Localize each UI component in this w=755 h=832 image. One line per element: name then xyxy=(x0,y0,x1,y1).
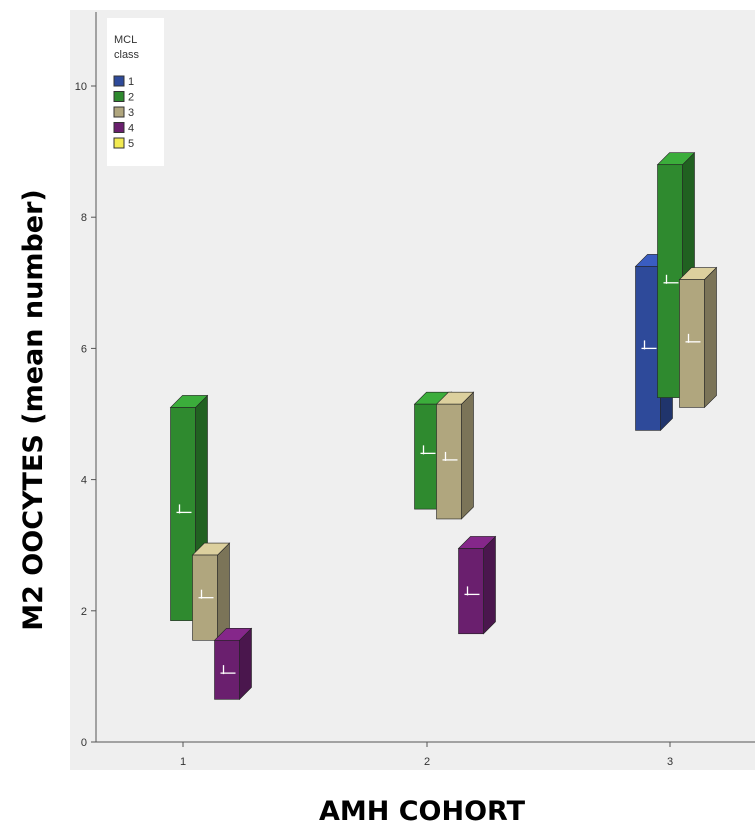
legend-swatch-3 xyxy=(113,106,125,118)
y-tick-label: 8 xyxy=(81,212,87,224)
bar-side-face xyxy=(239,627,252,701)
bar-front-face xyxy=(170,407,196,621)
legend-label-1: 1 xyxy=(128,76,134,88)
bar-side-face xyxy=(217,542,230,642)
y-tick-label: 10 xyxy=(75,81,87,93)
legend-label-3: 3 xyxy=(128,107,134,119)
legend-label-5: 5 xyxy=(128,138,134,150)
error-bar-series-3-cohort-3 xyxy=(678,266,718,409)
error-bar-series-3-cohort-1 xyxy=(191,542,231,642)
legend: MCL class 1 2 3 4 5 xyxy=(107,18,164,166)
legend-label-2: 2 xyxy=(128,92,134,104)
y-tick-label: 6 xyxy=(81,343,87,355)
bar-front-face xyxy=(214,640,240,700)
y-tick-label: 4 xyxy=(81,475,87,487)
x-axis-title: AMH COHORT xyxy=(319,796,526,827)
x-tick-label: 2 xyxy=(424,756,430,768)
legend-swatch-1 xyxy=(113,75,125,87)
bar-front-face xyxy=(436,403,462,520)
legend-title-line-2: class xyxy=(114,49,140,61)
x-tick-label: 3 xyxy=(667,756,673,768)
y-tick-label: 0 xyxy=(81,737,87,749)
legend-swatch-2 xyxy=(113,91,125,102)
y-axis-title: M2 OOCYTES (mean number) xyxy=(18,189,49,631)
bar-side-face xyxy=(483,535,496,635)
x-tick-label: 1 xyxy=(180,756,186,768)
error-bar-series-4-cohort-2 xyxy=(457,535,497,635)
legend-label-4: 4 xyxy=(128,123,134,135)
bar-front-face xyxy=(458,548,484,635)
legend-title-line-1: MCL xyxy=(114,34,137,46)
bar-front-face xyxy=(414,403,440,510)
plot-area xyxy=(169,151,718,701)
error-bar-series-4-cohort-1 xyxy=(213,627,253,701)
error-bar-series-3-cohort-2 xyxy=(435,391,475,520)
legend-swatch-4 xyxy=(113,122,125,133)
bar-side-face xyxy=(461,391,474,520)
bar-front-face xyxy=(657,164,683,398)
legend-swatch-5 xyxy=(113,137,125,149)
bar-side-face xyxy=(704,266,717,409)
y-tick-label: 2 xyxy=(81,606,87,618)
bar-front-face xyxy=(679,279,705,408)
